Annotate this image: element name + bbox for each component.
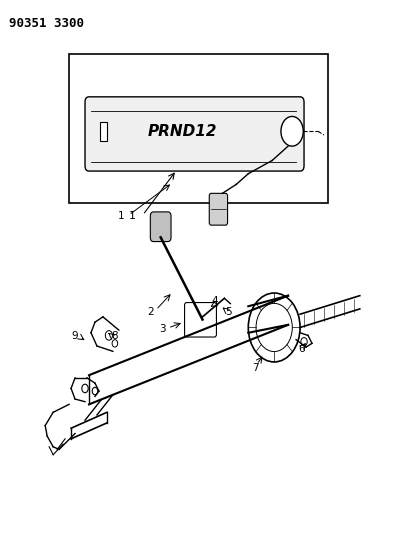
Circle shape (200, 308, 209, 320)
Circle shape (105, 330, 113, 340)
Text: 6: 6 (299, 344, 305, 354)
FancyBboxPatch shape (85, 97, 304, 171)
Text: 3: 3 (159, 324, 166, 334)
FancyBboxPatch shape (150, 212, 171, 241)
Text: 4: 4 (211, 296, 218, 306)
Circle shape (248, 293, 300, 362)
FancyBboxPatch shape (100, 122, 107, 141)
Text: 90351 3300: 90351 3300 (9, 17, 84, 30)
Circle shape (256, 303, 292, 352)
Text: 7: 7 (252, 364, 259, 373)
Text: PRND12: PRND12 (148, 124, 217, 139)
Text: 5: 5 (225, 306, 232, 317)
Circle shape (281, 116, 303, 146)
Circle shape (301, 337, 307, 346)
FancyBboxPatch shape (69, 54, 328, 203)
Text: 2: 2 (148, 306, 154, 317)
FancyBboxPatch shape (184, 303, 217, 337)
Circle shape (112, 340, 117, 347)
FancyBboxPatch shape (209, 193, 228, 225)
Circle shape (92, 387, 98, 395)
Circle shape (82, 384, 88, 393)
Text: 1: 1 (117, 211, 124, 221)
Text: 9: 9 (72, 332, 78, 342)
Text: 8: 8 (111, 332, 118, 342)
Text: 1: 1 (129, 211, 136, 221)
